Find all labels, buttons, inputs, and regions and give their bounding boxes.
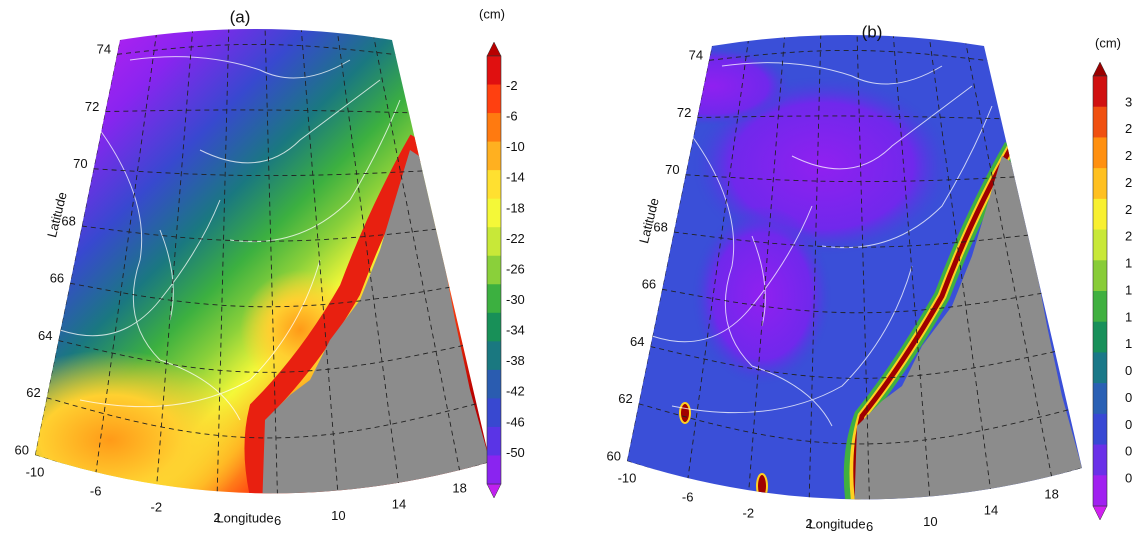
colorbar-swatch — [1093, 414, 1107, 445]
lat-tick-label: 72 — [85, 99, 99, 114]
colorbar-tick-label: 1 — [1125, 309, 1132, 324]
colorbar-swatch — [1093, 260, 1107, 291]
colorbar-swatch — [1093, 322, 1107, 353]
lat-tick-label: 62 — [26, 385, 40, 400]
colorbar-swatch — [487, 398, 501, 427]
colorbar-swatch — [1093, 291, 1107, 322]
colorbar-swatch — [1093, 168, 1107, 199]
colorbar-tick-label: 1 — [1125, 336, 1132, 351]
colorbar-tick-label: -18 — [506, 200, 525, 215]
colorbar-swatch — [1093, 199, 1107, 230]
lon-tick-label: -6 — [90, 484, 102, 499]
panel-title: (b) — [862, 22, 883, 41]
colorbar-tick-label: -38 — [506, 353, 525, 368]
colorbar-swatch — [487, 85, 501, 114]
colorbar-swatch — [487, 313, 501, 342]
colorbar-tick-label: 0 — [1125, 417, 1132, 432]
colorbar-swatch — [487, 199, 501, 228]
colorbar-cap — [1093, 62, 1107, 76]
colorbar-swatch — [1093, 230, 1107, 261]
colorbar-tick-label: 2 — [1125, 229, 1132, 244]
colorbar-swatch — [487, 370, 501, 399]
colorbar-tick-label: 0 — [1125, 390, 1132, 405]
lat-tick-label: 70 — [73, 156, 87, 171]
colorbar-tick-label: 1 — [1125, 282, 1132, 297]
lon-tick-label: 14 — [392, 496, 406, 511]
colorbar-swatch — [1093, 445, 1107, 476]
colorbar-tick-label: -26 — [506, 261, 525, 276]
colorbar-swatch — [1093, 137, 1107, 168]
colorbar-swatch — [1093, 475, 1107, 506]
colorbar-swatch — [487, 142, 501, 171]
colorbar-tick-label: 1 — [1125, 256, 1132, 271]
lon-tick-label: 18 — [452, 480, 466, 495]
colorbar-tick-label: -42 — [506, 384, 525, 399]
colorbar-tick-label: 3 — [1125, 94, 1132, 109]
x-axis-title: Longitude — [216, 510, 273, 525]
lon-tick-label: -10 — [26, 464, 45, 479]
colorbar-unit: (cm) — [479, 6, 505, 21]
colorbar-swatch — [487, 455, 501, 484]
lon-tick-label: -2 — [151, 500, 163, 515]
colorbar-swatch — [487, 56, 501, 85]
colorbar-swatch — [487, 256, 501, 285]
lat-tick-label: 60 — [15, 442, 29, 457]
colorbar-swatch — [487, 170, 501, 199]
lat-tick-label: 66 — [50, 271, 64, 286]
panel-title: (a) — [230, 7, 251, 26]
colorbar-tick-label: -22 — [506, 231, 525, 246]
lon-tick-label: -2 — [743, 506, 755, 521]
colorbar-swatch — [1093, 107, 1107, 138]
lat-tick-label: 64 — [38, 328, 52, 343]
lon-tick-label: 14 — [984, 502, 998, 517]
colorbar-tick-label: 0 — [1125, 363, 1132, 378]
colorbar-cap — [1093, 506, 1107, 520]
lon-tick-label: 10 — [923, 514, 937, 529]
colorbar-tick-label: 2 — [1125, 175, 1132, 190]
colorbar-swatch — [487, 427, 501, 456]
colorbar-unit: (cm) — [1095, 35, 1121, 50]
colorbar-swatch — [487, 341, 501, 370]
colorbar-tick-label: -14 — [506, 170, 525, 185]
lon-tick-label: -6 — [682, 490, 694, 505]
colorbar-swatch — [1093, 383, 1107, 414]
colorbar-tick-label: -10 — [506, 139, 525, 154]
colorbar-tick-label: 0 — [1125, 471, 1132, 486]
x-axis-title: Longitude — [808, 516, 865, 531]
colorbar-tick-label: -2 — [506, 78, 518, 93]
lat-tick-label: 74 — [689, 48, 703, 63]
colorbar-tick-label: 2 — [1125, 148, 1132, 163]
colorbar-swatch — [487, 113, 501, 142]
lat-tick-label: 74 — [97, 42, 111, 57]
lat-tick-label: 62 — [618, 391, 632, 406]
colorbar-cap — [487, 484, 501, 498]
colorbar-cap — [487, 42, 501, 56]
lat-tick-label: 70 — [665, 162, 679, 177]
lon-tick-label: 6 — [866, 519, 873, 533]
colorbar-tick-label: 2 — [1125, 202, 1132, 217]
lon-tick-label: 18 — [1044, 486, 1058, 501]
figure: -10-6-2261014186062646668707274Longitude… — [0, 0, 1135, 533]
colorbar-tick-label: -34 — [506, 323, 525, 338]
lon-tick-label: 6 — [274, 513, 281, 528]
lat-tick-label: 64 — [630, 334, 644, 349]
lat-tick-label: 72 — [677, 105, 691, 120]
colorbar-tick-label: -50 — [506, 445, 525, 460]
colorbar-swatch — [1093, 76, 1107, 107]
colorbar-tick-label: -6 — [506, 109, 518, 124]
colorbar-swatch — [487, 284, 501, 313]
lat-tick-label: 66 — [642, 277, 656, 292]
colorbar-tick-label: 0 — [1125, 444, 1132, 459]
lon-tick-label: 10 — [331, 508, 345, 523]
colorbar-swatch — [487, 227, 501, 256]
lat-tick-label: 60 — [607, 448, 621, 463]
colorbar-tick-label: -46 — [506, 414, 525, 429]
colorbar-tick-label: 2 — [1125, 121, 1132, 136]
colorbar-tick-label: -30 — [506, 292, 525, 307]
lon-tick-label: -10 — [618, 470, 637, 485]
colorbar-swatch — [1093, 352, 1107, 383]
